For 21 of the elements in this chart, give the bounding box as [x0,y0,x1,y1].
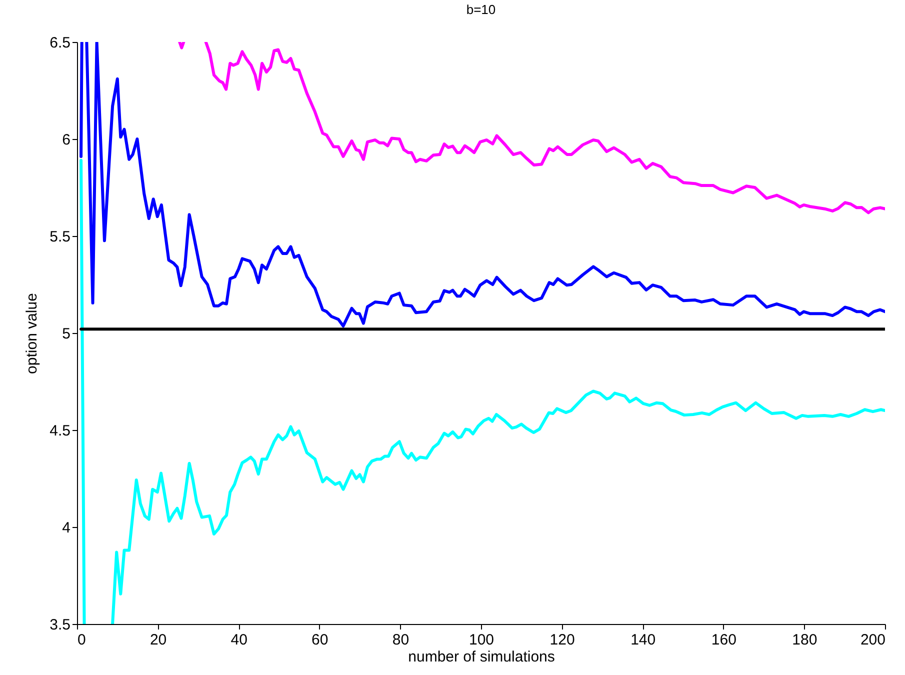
x-tick-label: 100 [468,632,494,648]
y-tick-label: 5.5 [50,228,70,246]
x-tick-label: 20 [150,632,167,648]
chart-title: b=10 [466,2,496,17]
x-tick-label: 120 [550,632,575,648]
y-tick-label: 3.5 [50,616,70,634]
x-tick-label: 80 [392,632,410,648]
x-tick-label: 180 [792,632,818,648]
y-tick-label: 4 [62,520,70,536]
x-tick-label: 0 [78,632,86,648]
y-tick-label: 6.5 [50,34,70,52]
x-tick-label: 160 [711,632,736,648]
y-tick-label: 6 [62,132,70,148]
y-tick-label: 5 [62,326,70,342]
x-tick-label: 40 [230,632,248,648]
x-tick-label: 200 [860,632,886,648]
x-axis-title: number of simulations [408,648,555,666]
x-tick-label: 60 [312,632,328,648]
y-axis-title: option value [24,293,41,374]
x-tick-label: 140 [630,632,656,648]
y-tick-label: 4.5 [50,422,70,440]
